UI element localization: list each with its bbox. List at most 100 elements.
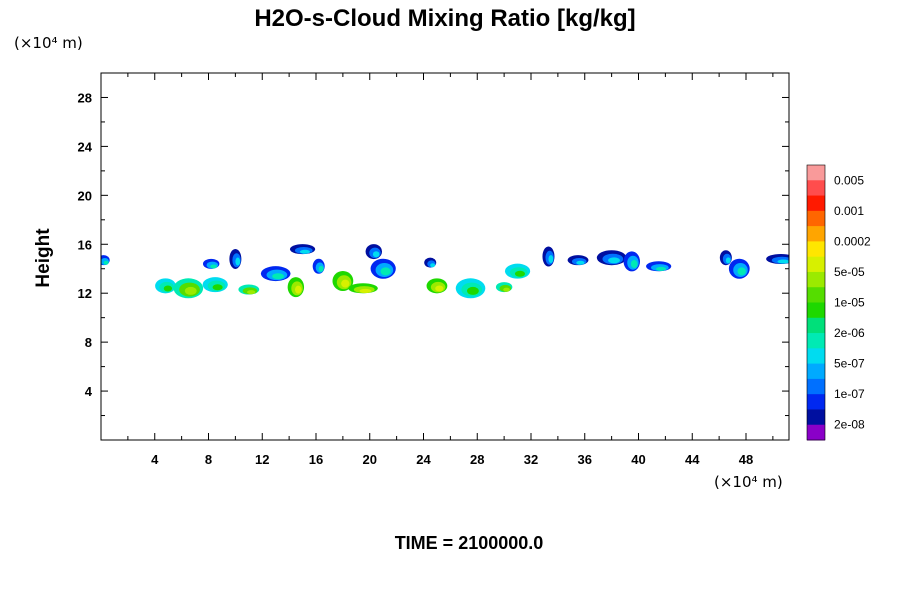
cloud-cell <box>229 248 242 269</box>
y-axis-title: Height <box>33 228 54 288</box>
y-axis: 4 8 12 16 20 24 28 <box>78 90 789 417</box>
colorbar-swatch <box>807 333 825 349</box>
cloud-cell <box>370 258 396 279</box>
cloud-contour <box>294 285 302 294</box>
cloud-contour <box>184 286 197 295</box>
cloud-cell <box>426 278 448 294</box>
cloud-contour <box>630 259 638 268</box>
cloud-cell <box>455 278 486 299</box>
cloud-cell <box>495 282 513 293</box>
colorbar-label: 0.001 <box>834 204 864 218</box>
x-axis: 4 8 12 16 20 24 28 32 36 40 44 48 <box>127 73 774 467</box>
colorbar-label: 5e-07 <box>834 357 865 371</box>
x-tick-label: 24 <box>416 452 431 467</box>
cloud-cell <box>287 277 305 298</box>
cloud-cell <box>596 250 627 266</box>
cloud-cell <box>260 266 291 282</box>
x-tick-label: 40 <box>631 452 645 467</box>
x-axis-unit: (×10⁴ m) <box>714 473 783 491</box>
cloud-cell <box>567 255 589 266</box>
colorbar-swatch <box>807 287 825 303</box>
cloud-contour <box>435 285 444 292</box>
cloud-cell <box>202 258 220 269</box>
colorbar-swatch <box>807 394 825 410</box>
cloud-contour <box>503 287 510 292</box>
cloud-contour <box>737 267 746 276</box>
cloud-contour <box>272 273 285 280</box>
cloud-contour <box>380 267 391 276</box>
colorbar-label: 2e-06 <box>834 326 865 340</box>
colorbar-swatch <box>807 165 825 181</box>
colorbar-swatch <box>807 226 825 242</box>
x-tick-label: 48 <box>739 452 753 467</box>
cloud-contour <box>777 259 789 264</box>
cloud-cell <box>365 244 382 260</box>
cloud-contour <box>656 266 667 271</box>
colorbar-swatch <box>807 424 825 441</box>
cloud-contour <box>372 251 380 258</box>
cloud-contour <box>299 249 311 254</box>
colorbar-label: 2e-08 <box>834 418 865 432</box>
x-tick-label: 36 <box>578 452 592 467</box>
colorbar-swatch <box>807 348 825 365</box>
x-tick-label: 16 <box>309 452 323 467</box>
colorbar-swatch <box>807 302 825 319</box>
colorbar-label: 0.0002 <box>834 234 871 248</box>
y-tick-label: 12 <box>78 286 92 301</box>
cloud-contour <box>430 263 436 268</box>
colorbar-label: 5e-05 <box>834 265 865 279</box>
cloud-contour <box>548 255 554 264</box>
cloud-contour <box>103 260 109 265</box>
cloud-contour <box>318 265 324 272</box>
cloud-cell <box>542 246 555 267</box>
cloud-cell <box>101 255 110 266</box>
x-tick-label: 8 <box>205 452 212 467</box>
cloud-contour <box>467 286 479 295</box>
x-tick-label: 20 <box>363 452 377 467</box>
cloud-contour <box>608 257 620 264</box>
x-tick-label: 4 <box>151 452 159 467</box>
cloud-contour <box>341 279 350 288</box>
cloud-cell <box>289 244 316 255</box>
colorbar-label: 1e-05 <box>834 296 865 310</box>
cloud-contour <box>359 288 372 293</box>
y-tick-label: 20 <box>78 188 92 203</box>
y-axis-unit: (×10⁴ m) <box>14 34 83 52</box>
cloud-contour <box>725 257 731 264</box>
colorbar-swatch <box>807 241 825 258</box>
cloud-cell <box>728 258 750 279</box>
colorbar-swatch <box>807 256 825 273</box>
x-tick-label: 28 <box>470 452 484 467</box>
colorbar-swatch <box>807 378 825 395</box>
colorbar-label: 0.005 <box>834 173 864 187</box>
time-label: TIME = 2100000.0 <box>395 533 544 553</box>
cloud-cell <box>312 258 325 274</box>
cloud-contour <box>210 264 217 269</box>
colorbar-label: 1e-07 <box>834 387 865 401</box>
cloud-cell <box>332 270 354 291</box>
colorbar-swatch <box>807 195 825 212</box>
colorbar-swatch <box>807 363 825 380</box>
cloud-cell <box>173 278 204 299</box>
cloud-cell <box>646 261 672 272</box>
cloud-cell <box>504 263 531 279</box>
chart-title: H2O-s-Cloud Mixing Ratio [kg/kg] <box>254 5 635 32</box>
cloud-cell <box>238 284 260 295</box>
x-tick-label: 32 <box>524 452 538 467</box>
cloud-contour <box>212 284 223 291</box>
cloud-contour <box>235 257 241 266</box>
y-tick-label: 24 <box>78 139 93 154</box>
cloud-cell <box>766 253 789 264</box>
plot-frame <box>100 72 790 441</box>
colorbar-swatch <box>807 210 825 227</box>
cloud-cell <box>719 250 732 266</box>
cloud-cell <box>155 278 176 294</box>
cloud-cell <box>202 277 228 293</box>
cloud-contour <box>247 290 256 295</box>
colorbar: 0.005 0.001 0.0002 5e-05 1e-05 2e-06 5e-07 1e-0… <box>806 164 871 441</box>
cloud-contour <box>576 260 585 265</box>
colorbar-frame <box>806 164 826 441</box>
colorbar-swatch <box>807 409 825 426</box>
cloud-cell <box>623 251 640 272</box>
